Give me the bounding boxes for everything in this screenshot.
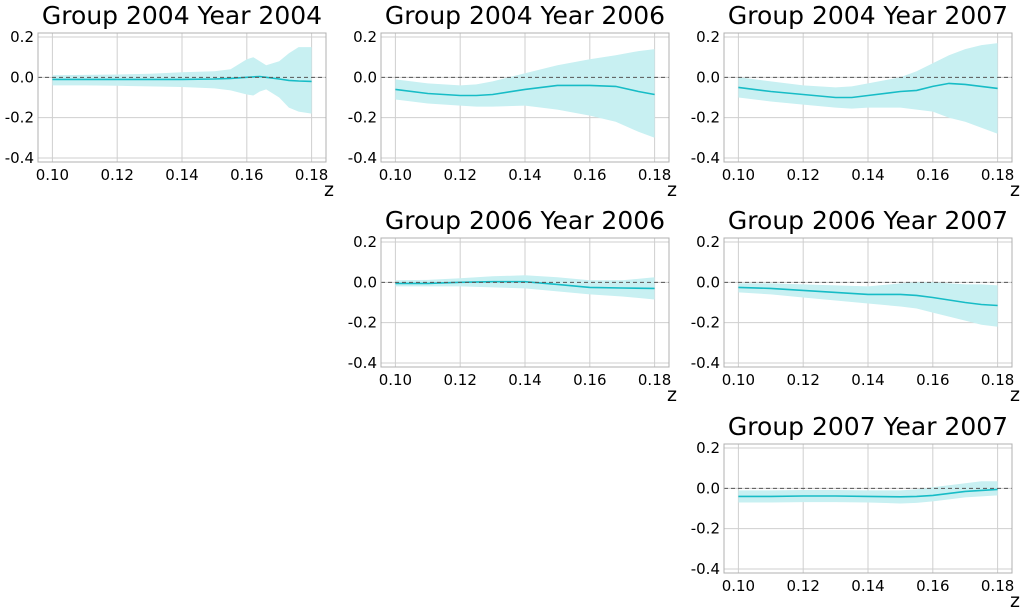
x-axis-label: z [324,179,334,201]
chart-panel-4: Group 2006 Year 2006 0.10 0.12 0.14 0.16 0.18… [348,206,677,406]
y-tick-label: 0.2 [696,28,720,46]
x-tick-label: 0.16 [573,371,606,389]
x-tick-label: 0.12 [786,577,819,595]
x-tick-label: 0.14 [851,166,884,184]
estimate-line [395,84,655,97]
estimate-line [52,75,312,83]
y-tick-label: 0.0 [353,273,377,291]
y-tick-label: -0.2 [348,314,377,332]
x-tick-label: 0.12 [786,371,819,389]
chart-panel-2: Group 2004 Year 2006 0.10 0.12 0.14 0.16 0.18… [348,1,677,201]
x-tick-label: 0.16 [230,166,263,184]
chart-panel-6: Group 2007 Year 2007 0.10 0.12 0.14 0.16 0.18… [691,412,1020,610]
y-tick-label: 0.0 [696,68,720,86]
y-tick-label: 0.2 [353,28,377,46]
panel-title: Group 2004 Year 2006 [385,1,665,30]
confidence-band [52,47,312,114]
chart-panel-1: Group 2004 Year 2004 0.10 0.12 0.14 0.16 0.18… [5,1,334,201]
plot-frame [380,32,670,163]
y-tick-label: -0.2 [348,109,377,127]
x-axis-label: z [1010,179,1020,201]
x-tick-label: 0.18 [638,371,671,389]
x-tick-label: 0.18 [295,166,328,184]
panel-title: Group 2006 Year 2007 [728,206,1008,235]
y-tick-label: -0.4 [691,560,720,578]
x-tick-label: 0.12 [100,166,133,184]
x-tick-label: 0.10 [722,371,755,389]
x-axis-label: z [667,384,677,406]
panel-title: Group 2006 Year 2006 [385,206,665,235]
chart-panel-5: Group 2006 Year 2007 0.10 0.12 0.14 0.16 0.18… [691,206,1020,406]
x-tick-label: 0.18 [981,577,1014,595]
confidence-band [395,49,655,138]
y-tick-label: -0.4 [691,149,720,167]
x-tick-label: 0.18 [981,166,1014,184]
x-tick-label: 0.14 [851,371,884,389]
x-tick-label: 0.12 [443,371,476,389]
x-tick-label: 0.16 [573,166,606,184]
y-tick-label: -0.4 [348,354,377,372]
panel-title: Group 2004 Year 2007 [728,1,1008,30]
x-tick-label: 0.14 [851,577,884,595]
estimate-line [738,82,998,99]
y-tick-label: -0.4 [348,149,377,167]
confidence-band [738,43,998,134]
x-tick-label: 0.16 [916,371,949,389]
x-tick-label: 0.14 [508,371,541,389]
x-axis-label: z [1010,384,1020,406]
y-tick-label: -0.2 [691,520,720,538]
chart-panel-3: Group 2004 Year 2007 0.10 0.12 0.14 0.16 0.18… [691,1,1020,201]
x-tick-label: 0.10 [379,371,412,389]
y-tick-label: -0.4 [691,354,720,372]
y-tick-label: 0.0 [353,68,377,86]
y-tick-label: 0.2 [696,233,720,251]
plot-frame [37,32,327,163]
plot-frame [723,443,1013,574]
confidence-band [738,481,998,504]
y-tick-label: 0.0 [10,68,34,86]
y-tick-label: 0.2 [696,439,720,457]
x-tick-label: 0.16 [916,166,949,184]
estimate-line [738,286,998,307]
y-tick-label: -0.4 [5,149,34,167]
confidence-band [395,275,655,300]
y-tick-label: -0.2 [5,109,34,127]
panel-title: Group 2004 Year 2004 [42,1,322,30]
y-tick-label: 0.0 [696,273,720,291]
x-tick-label: 0.10 [379,166,412,184]
x-axis-label: z [667,179,677,201]
plot-frame [723,32,1013,163]
plot-frame [380,237,670,368]
x-tick-label: 0.10 [722,577,755,595]
plot-frame [723,237,1013,368]
x-tick-label: 0.14 [508,166,541,184]
y-tick-label: 0.2 [10,28,34,46]
confidence-band [738,282,998,327]
x-tick-label: 0.16 [916,577,949,595]
x-tick-label: 0.10 [36,166,69,184]
x-tick-label: 0.10 [722,166,755,184]
panel-title: Group 2007 Year 2007 [728,412,1008,441]
y-tick-label: 0.0 [696,479,720,497]
x-tick-label: 0.12 [786,166,819,184]
estimate-line [395,280,655,290]
y-tick-label: -0.2 [691,314,720,332]
x-tick-label: 0.14 [165,166,198,184]
x-tick-label: 0.18 [638,166,671,184]
x-tick-label: 0.12 [443,166,476,184]
estimate-line [738,488,998,498]
y-tick-label: 0.2 [353,233,377,251]
y-tick-label: -0.2 [691,109,720,127]
x-axis-label: z [1010,590,1020,610]
x-tick-label: 0.18 [981,371,1014,389]
